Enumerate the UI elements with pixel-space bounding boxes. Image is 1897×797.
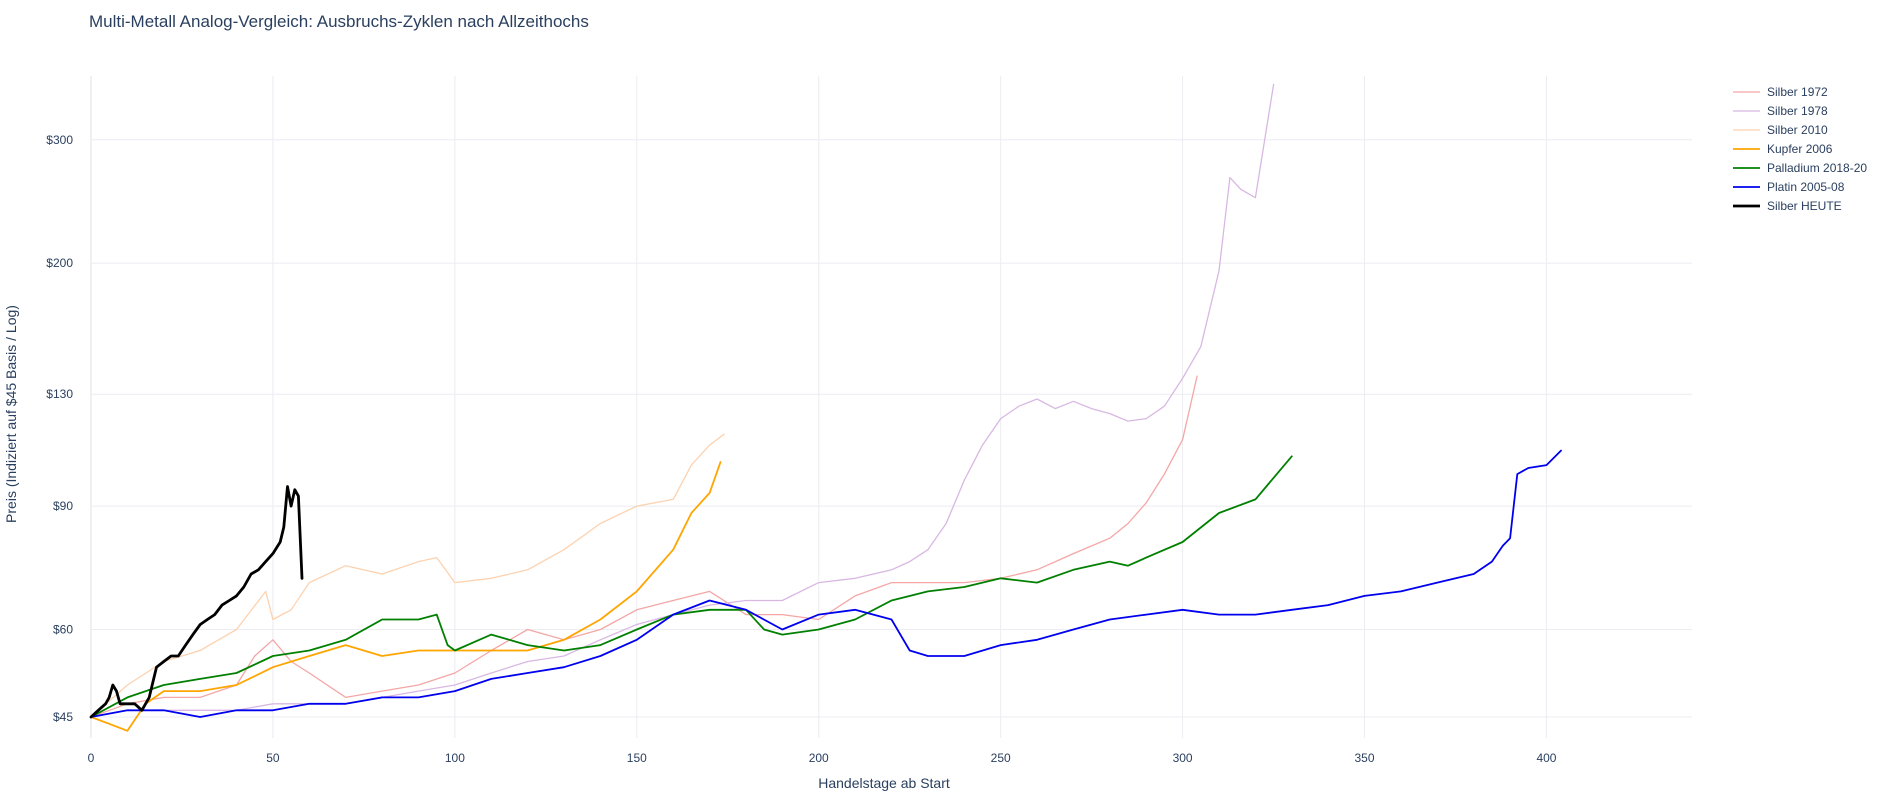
series-line-silber-2010 xyxy=(90,433,725,718)
y-tick-label: $300 xyxy=(46,133,73,147)
legend-item-platin-2005-08[interactable]: Platin 2005-08 xyxy=(1733,180,1845,194)
y-tick-label: $200 xyxy=(46,256,73,270)
y-tick-label: $90 xyxy=(53,499,73,513)
y-tick-labels: $45 $60 $90 $130 $200 $300 xyxy=(46,133,73,724)
x-tick-label: 50 xyxy=(266,751,280,765)
series-line-kupfer-2006 xyxy=(90,461,722,732)
legend-label: Silber 1972 xyxy=(1767,85,1828,99)
series-line-platin-2005-08 xyxy=(90,449,1562,718)
x-tick-label: 100 xyxy=(445,751,465,765)
y-tick-label: $60 xyxy=(53,622,73,636)
legend-item-silber-1972[interactable]: Silber 1972 xyxy=(1733,85,1828,99)
legend-label: Kupfer 2006 xyxy=(1767,142,1833,156)
legend-item-kupfer-2006[interactable]: Kupfer 2006 xyxy=(1733,142,1833,156)
legend-label: Palladium 2018-20 xyxy=(1767,161,1867,175)
series-line-silber-1978 xyxy=(90,83,1275,718)
grid-layer xyxy=(90,76,1692,738)
x-tick-label: 200 xyxy=(809,751,829,765)
legend-label: Silber 1978 xyxy=(1767,104,1828,118)
series-line-silber-heute xyxy=(89,485,304,719)
legend-label: Platin 2005-08 xyxy=(1767,180,1845,194)
x-axis-title: Handelstage ab Start xyxy=(818,775,950,791)
series-layer xyxy=(89,83,1562,732)
x-tick-label: 350 xyxy=(1355,751,1375,765)
legend-label: Silber HEUTE xyxy=(1767,199,1842,213)
y-tick-label: $45 xyxy=(53,710,73,724)
legend-item-silber-1978[interactable]: Silber 1978 xyxy=(1733,104,1828,118)
x-tick-label: 150 xyxy=(627,751,647,765)
x-tick-label: 300 xyxy=(1173,751,1193,765)
chart-title: Multi-Metall Analog-Vergleich: Ausbruchs… xyxy=(89,12,589,31)
legend-label: Silber 2010 xyxy=(1767,123,1828,137)
x-tick-label: 0 xyxy=(88,751,95,765)
legend-item-palladium-2018-20[interactable]: Palladium 2018-20 xyxy=(1733,161,1867,175)
legend: Silber 1972 Silber 1978 Silber 2010 Kupfer … xyxy=(1733,85,1867,213)
x-tick-label: 250 xyxy=(991,751,1011,765)
series-line-silber-1972 xyxy=(90,375,1198,718)
x-tick-label: 400 xyxy=(1536,751,1556,765)
legend-item-silber-heute[interactable]: Silber HEUTE xyxy=(1733,199,1842,213)
x-tick-labels: 0 50 100 150 200 250 300 350 400 xyxy=(88,751,1557,765)
legend-item-silber-2010[interactable]: Silber 2010 xyxy=(1733,123,1828,137)
y-tick-label: $130 xyxy=(46,387,73,401)
y-axis-title: Preis (Indiziert auf $45 Basis / Log) xyxy=(3,305,19,523)
series-line-palladium-2018-20 xyxy=(90,455,1293,718)
